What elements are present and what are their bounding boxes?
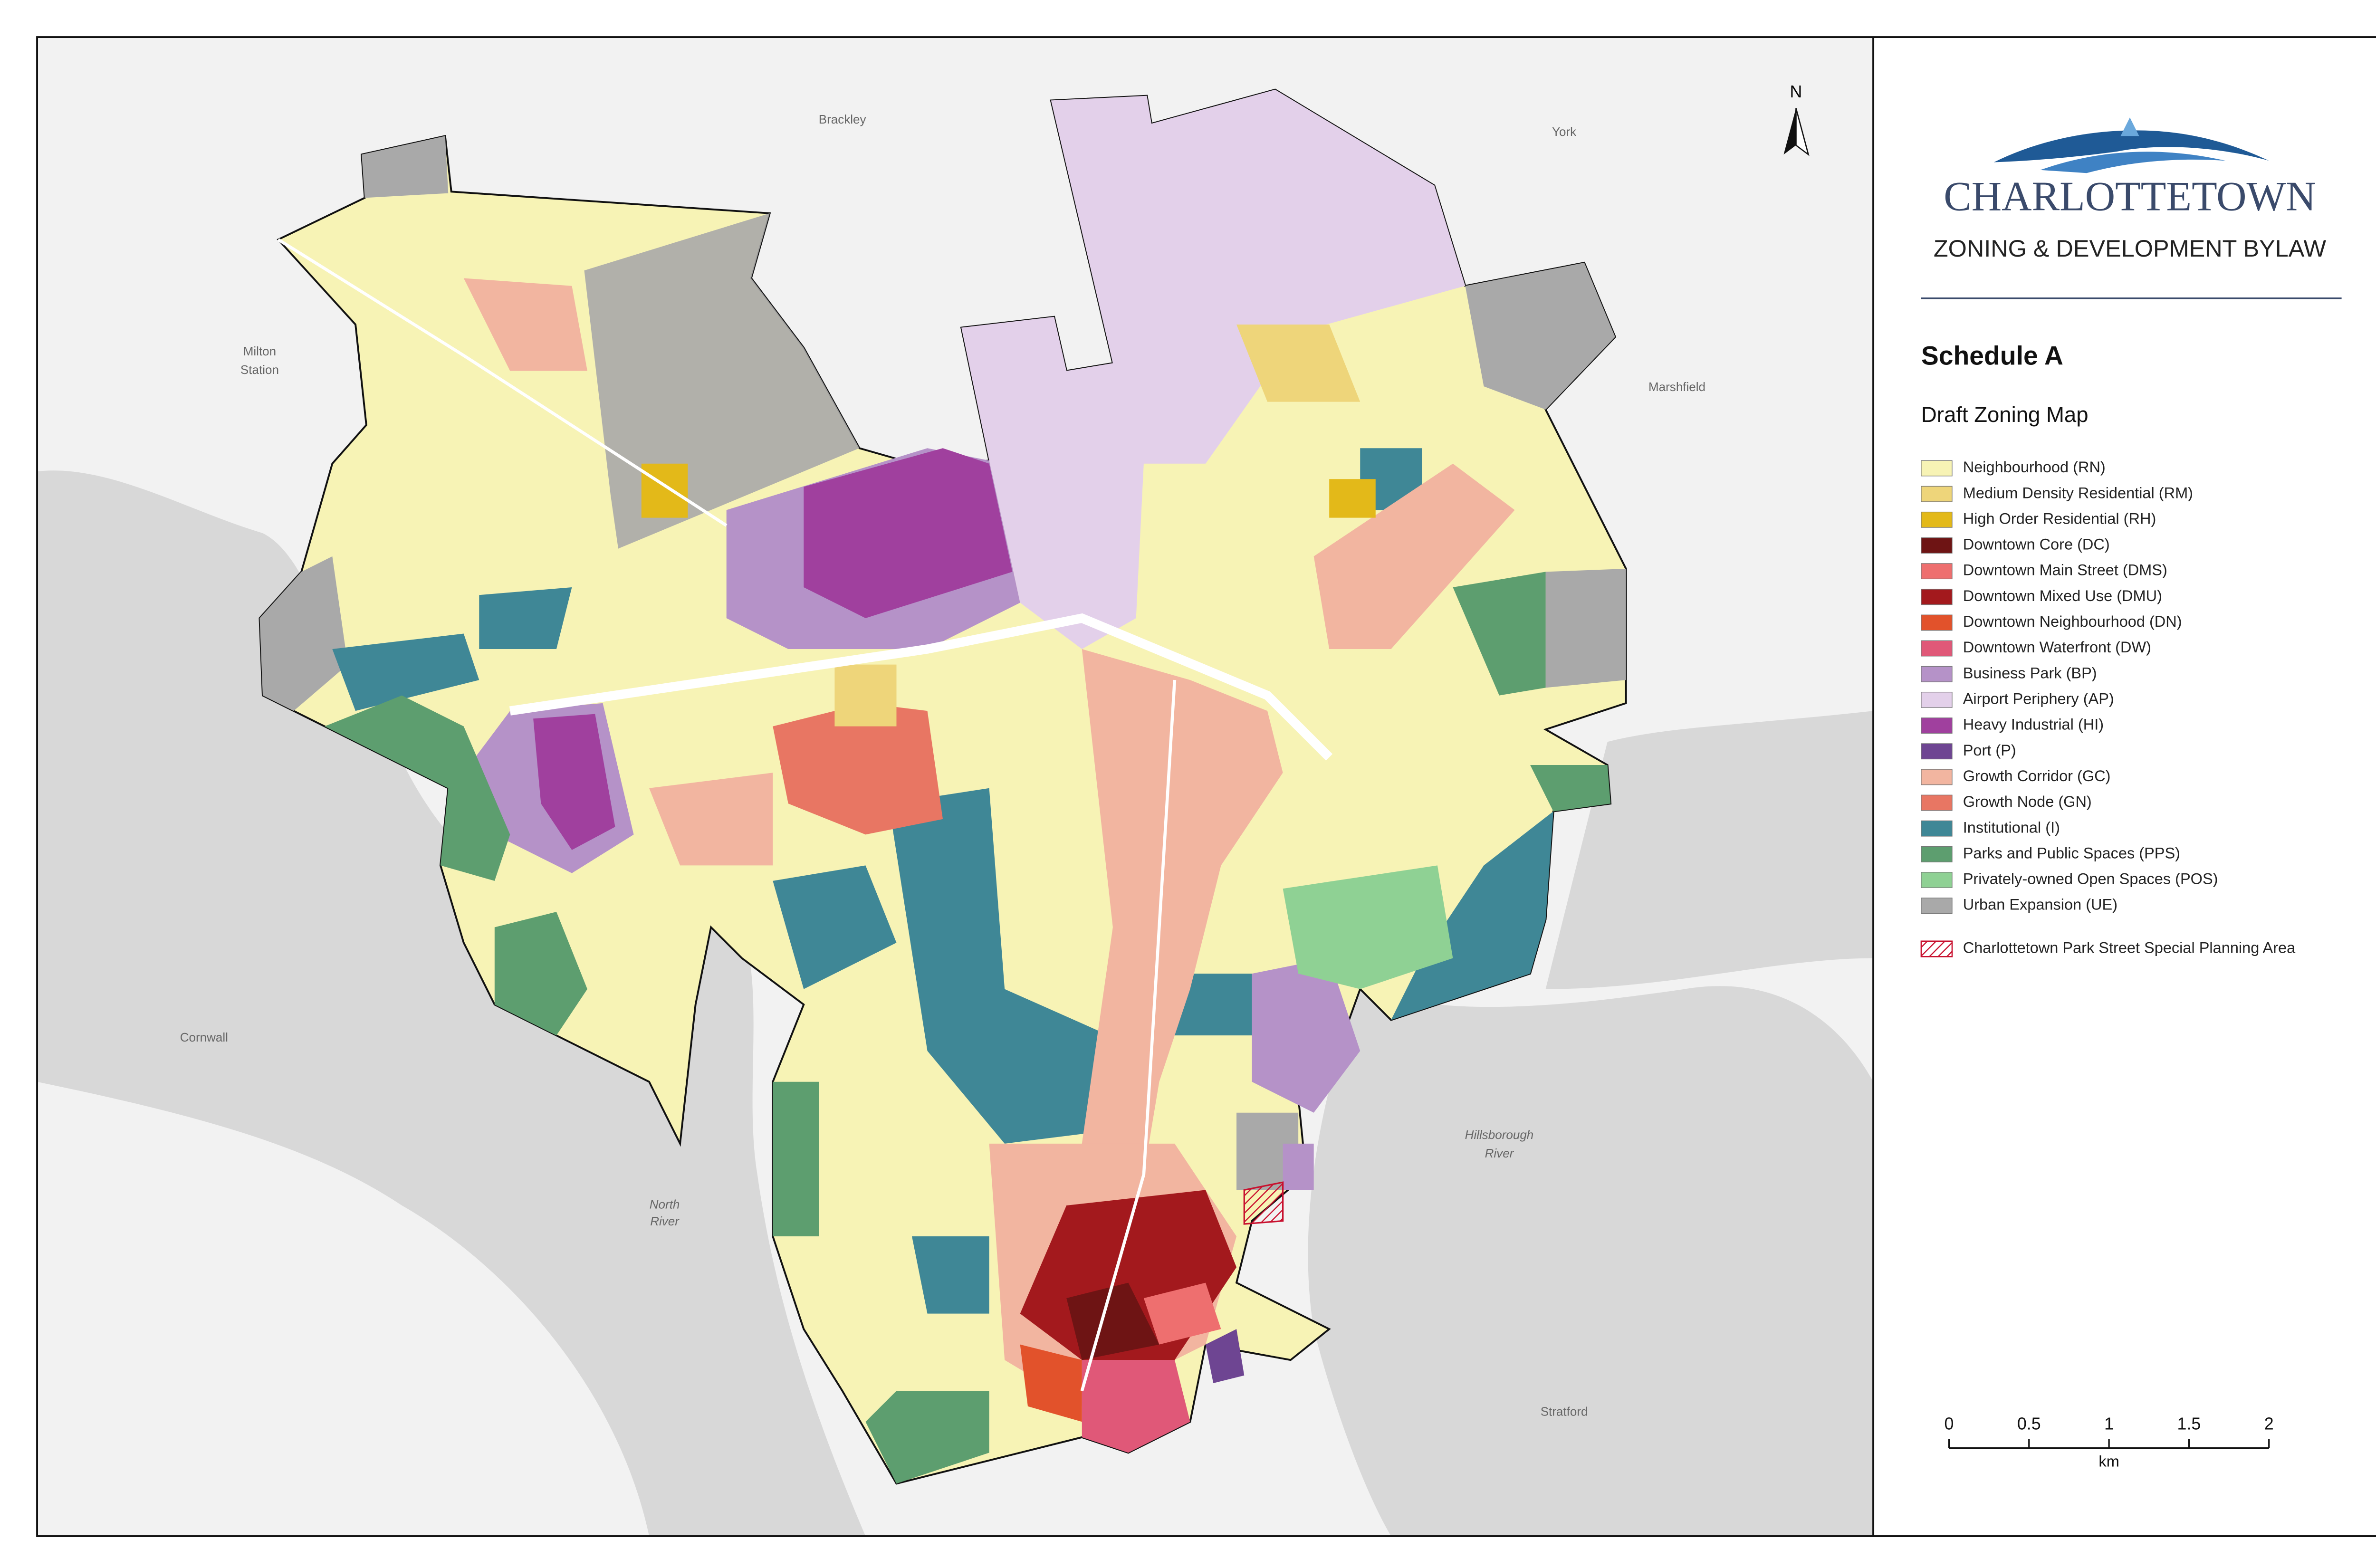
legend-label: Institutional (I) xyxy=(1963,819,2060,836)
legend-swatch xyxy=(1921,666,1953,682)
legend-swatch xyxy=(1921,794,1953,811)
place-label: Brackley xyxy=(819,112,866,126)
scale-bar: 0 0.5 1 1.5 2 km xyxy=(1945,1415,2274,1470)
legend-label: Downtown Neighbourhood (DN) xyxy=(1963,613,2182,630)
legend-swatch xyxy=(1921,846,1953,862)
legend-label: High Order Residential (RH) xyxy=(1963,510,2156,527)
scale-tick-label: 2 xyxy=(2264,1415,2274,1434)
legend-label: Growth Corridor (GC) xyxy=(1963,767,2111,784)
scale-tick-label: 0.5 xyxy=(2017,1415,2041,1434)
legend-label: Business Park (BP) xyxy=(1963,664,2097,681)
place-label: Stratford xyxy=(1541,1404,1588,1418)
legend-label: Neighbourhood (RN) xyxy=(1963,459,2106,476)
scale-tick-label: 1.5 xyxy=(2177,1415,2201,1434)
legend-swatch xyxy=(1921,820,1953,837)
legend-label: Heavy Industrial (HI) xyxy=(1963,716,2104,733)
scale-tick-label: 1 xyxy=(2104,1415,2114,1434)
place-label: Marshfield xyxy=(1648,380,1705,394)
legend-label: Downtown Waterfront (DW) xyxy=(1963,639,2151,656)
legend-swatch xyxy=(1921,640,1953,657)
place-label: River xyxy=(1485,1146,1514,1160)
legend-swatch xyxy=(1921,589,1953,605)
place-label: Hillsborough xyxy=(1465,1128,1534,1142)
legend-swatch xyxy=(1921,872,1953,888)
legend-swatch xyxy=(1921,460,1953,477)
legend-label: Urban Expansion (UE) xyxy=(1963,896,2117,913)
logo xyxy=(1993,117,2269,173)
legend-label: Downtown Core (DC) xyxy=(1963,536,2110,553)
legend-label: Parks and Public Spaces (PPS) xyxy=(1963,844,2180,861)
legend: Neighbourhood (RN) Medium Density Residen… xyxy=(1920,459,2296,957)
legend-swatch xyxy=(1921,614,1953,631)
map-title: Draft Zoning Map xyxy=(1921,402,2089,427)
scale-unit: km xyxy=(2098,1453,2119,1470)
subtitle: ZONING & DEVELOPMENT BYLAW xyxy=(1934,235,2327,262)
legend-swatch xyxy=(1921,486,1953,502)
legend-swatch xyxy=(1921,511,1953,528)
place-label: Milton xyxy=(243,344,276,358)
legend-swatch xyxy=(1921,717,1953,734)
legend-label: Downtown Main Street (DMS) xyxy=(1963,562,2167,579)
place-label: York xyxy=(1552,124,1577,139)
legend-label: Airport Periphery (AP) xyxy=(1963,690,2114,707)
place-labels: Brackley York Milton Station Marshfield … xyxy=(180,112,1705,1418)
legend-swatch xyxy=(1920,940,1953,957)
legend-swatch xyxy=(1921,769,1953,785)
legend-label: Medium Density Residential (RM) xyxy=(1963,484,2193,501)
place-label: Station xyxy=(240,363,279,377)
legend-label: Port (P) xyxy=(1963,742,2016,759)
legend-swatch xyxy=(1921,563,1953,580)
outer-border xyxy=(36,36,2376,1537)
legend-swatch xyxy=(1921,898,1953,914)
north-label: N xyxy=(1790,82,1802,101)
place-label: River xyxy=(650,1214,680,1228)
schedule-title: Schedule A xyxy=(1921,341,2063,371)
legend-swatch xyxy=(1921,743,1953,760)
legend-label: Charlottetown Park Street Special Planni… xyxy=(1963,939,2296,956)
place-label: Cornwall xyxy=(180,1030,228,1044)
legend-swatch xyxy=(1921,691,1953,708)
legend-label: Downtown Mixed Use (DMU) xyxy=(1963,587,2162,604)
legend-label: Growth Node (GN) xyxy=(1963,793,2092,810)
city-zones xyxy=(259,88,1627,1485)
legend-swatch xyxy=(1921,537,1953,554)
legend-label: Privately-owned Open Spaces (POS) xyxy=(1963,870,2218,888)
place-label: North xyxy=(650,1197,680,1211)
logo-text: CHARLOTTETOWN xyxy=(1944,173,2316,219)
scale-tick-label: 0 xyxy=(1945,1415,1954,1434)
